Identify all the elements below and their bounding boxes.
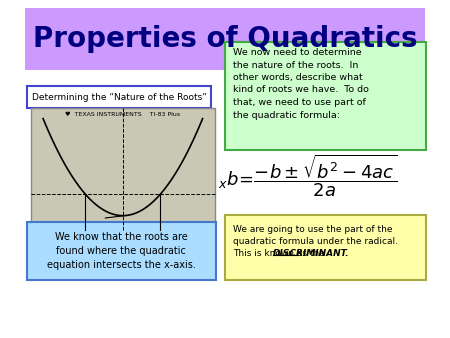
FancyBboxPatch shape xyxy=(27,222,216,280)
Text: quadratic formula under the radical.: quadratic formula under the radical. xyxy=(233,237,398,246)
Text: We are going to use the part of the: We are going to use the part of the xyxy=(233,225,393,234)
Text: Properties of Quadratics: Properties of Quadratics xyxy=(33,25,417,53)
FancyBboxPatch shape xyxy=(31,108,215,230)
Text: ♥  TEXAS INSTRUMENTS    TI-83 Plus: ♥ TEXAS INSTRUMENTS TI-83 Plus xyxy=(65,112,180,117)
Text: DISCRIMINANT.: DISCRIMINANT. xyxy=(273,249,350,258)
Text: This is known as the: This is known as the xyxy=(233,249,328,258)
Text: We know that the roots are
found where the quadratic
equation intersects the x-a: We know that the roots are found where t… xyxy=(46,232,195,270)
Text: Determining the “Nature of the Roots”: Determining the “Nature of the Roots” xyxy=(32,93,207,101)
FancyBboxPatch shape xyxy=(225,42,426,150)
Text: $_{x}\mathit{b}\!=\!\dfrac{-b\pm\sqrt{b^2-4ac}}{2a}$: $_{x}\mathit{b}\!=\!\dfrac{-b\pm\sqrt{b^… xyxy=(218,153,397,199)
FancyBboxPatch shape xyxy=(225,215,426,280)
Text: We now need to determine
the nature of the roots.  In
other words, describe what: We now need to determine the nature of t… xyxy=(233,48,369,120)
FancyBboxPatch shape xyxy=(27,86,211,108)
FancyBboxPatch shape xyxy=(25,8,425,70)
